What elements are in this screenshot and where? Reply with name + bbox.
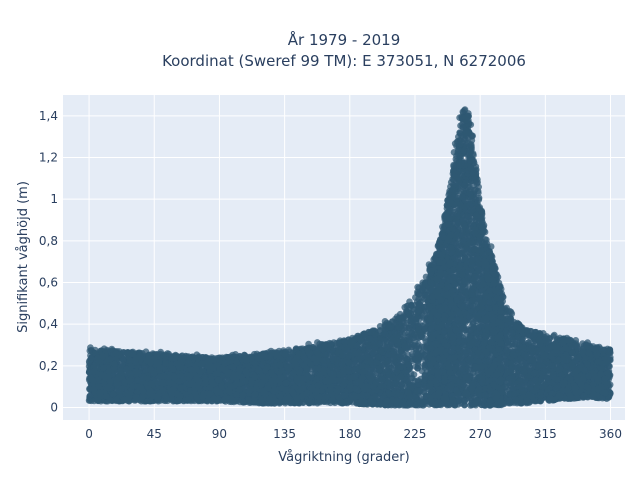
data-points — [85, 106, 614, 409]
chart-title-line-2: Koordinat (Sweref 99 TM): E 373051, N 62… — [162, 52, 526, 70]
chart-title-line-1: År 1979 - 2019 — [288, 30, 401, 49]
